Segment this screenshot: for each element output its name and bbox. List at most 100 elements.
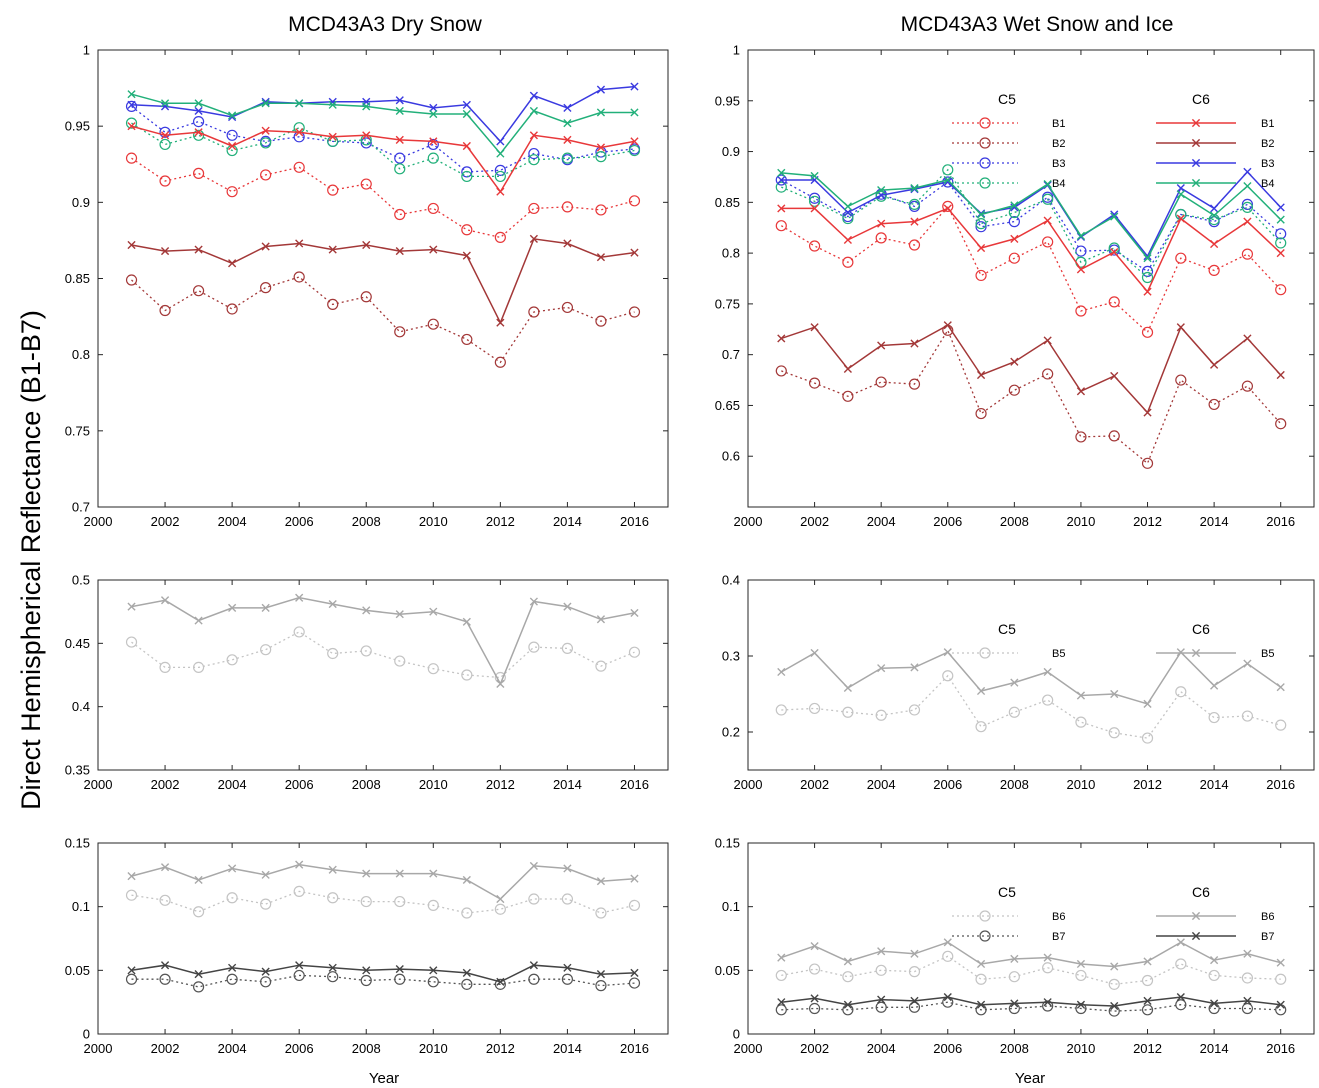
legend-header-c5: C5: [998, 621, 1016, 637]
x-tick-label: 2002: [151, 1041, 180, 1056]
series-c6-b7-point: [976, 1000, 986, 1009]
series-c5-b6-point: [394, 895, 406, 908]
series-c6-b4-point: [496, 149, 505, 158]
x-tick-label: 2006: [933, 777, 962, 792]
series-c6-b1-point: [295, 128, 304, 137]
series-c6-b1-point: [496, 187, 505, 196]
series-c5-b2-point: [125, 274, 138, 286]
series-c6-b3-point: [429, 103, 438, 112]
series-c5-b6-point: [561, 893, 574, 905]
series-c6-b3-point: [194, 106, 203, 116]
legend-header-c6: C6: [1192, 91, 1210, 107]
x-tick-label: 2014: [553, 514, 582, 529]
series-c5-b5-point: [327, 647, 339, 660]
series-c6-b2-point: [943, 321, 952, 330]
x-tick-label: 2016: [620, 777, 649, 792]
series-c6-b7-point: [1243, 996, 1252, 1005]
series-c5-b6-line: [131, 890, 635, 914]
series-c6-b1-point: [563, 135, 572, 144]
series-c6-b4-point: [328, 100, 337, 109]
series-c5-b1-point: [775, 220, 787, 232]
series-c6-b6-point: [1110, 962, 1119, 971]
series-c5-b4-point: [1141, 271, 1154, 284]
series-c6-b6-point: [1043, 953, 1052, 962]
series-c6-b2-point: [261, 242, 270, 251]
series-c6-b4-point: [127, 90, 136, 99]
series-c6-b2-point: [127, 240, 136, 250]
series-c6-b1-point: [1076, 265, 1086, 274]
series-c5-b6-point: [595, 907, 607, 919]
series-c6-b2-point: [1010, 357, 1019, 366]
series-c6-b5-line: [780, 651, 1282, 705]
series-c5-b5-point: [1141, 732, 1154, 744]
series-c5-b5-point: [1241, 710, 1254, 722]
series-c5-b4-point: [595, 151, 607, 163]
x-tick-label: 2008: [352, 1041, 381, 1056]
series-c6-b4-point: [1143, 254, 1152, 263]
series-c5-b3-point: [1008, 216, 1020, 228]
x-tick-label: 2012: [486, 514, 515, 529]
series-c6-b1-line: [781, 207, 1282, 294]
series-c6-b7-point: [429, 966, 438, 975]
x-tick-label: 2010: [419, 1041, 448, 1056]
series-c5-b5-point: [394, 655, 406, 667]
series-c5-b1-point: [1141, 326, 1154, 338]
series-c5-b3-point: [942, 176, 954, 188]
series-c6-b1-point: [362, 131, 371, 140]
series-c5-b7-point: [494, 978, 506, 990]
series-c5-b5-point: [427, 663, 439, 675]
series-c6-b2-point: [295, 239, 304, 248]
series-c5-b3-point: [975, 221, 987, 233]
series-c6-b1-point: [529, 131, 538, 140]
x-axis-label-right: Year: [1015, 1070, 1045, 1087]
series-c5-b7-point: [192, 981, 205, 993]
series-c6-b4-point: [429, 109, 438, 119]
series-c6-b6-point: [160, 863, 170, 872]
series-c5-b2-point: [192, 285, 205, 297]
series-c5-b7-point: [1141, 1004, 1154, 1016]
series-c5-b2-point: [1275, 418, 1287, 430]
x-tick-label: 2010: [1066, 514, 1095, 529]
series-c6-b1-point: [228, 141, 237, 151]
series-c6-b7-point: [261, 967, 270, 976]
x-tick-label: 2006: [285, 514, 314, 529]
series-c6-b1-point: [843, 235, 852, 245]
series-c6-b2-point: [462, 251, 471, 260]
series-c6-b7-point: [1210, 999, 1219, 1008]
series-c5-b4-point: [628, 144, 641, 157]
series-c5-b1-point: [975, 269, 987, 282]
series-c5-b7-point: [875, 1001, 887, 1013]
series-c6-b7-line: [131, 964, 635, 983]
series-c6-b2-point: [328, 245, 337, 254]
y-tick-label: 0.95: [715, 93, 740, 108]
series-c5-b6-point: [775, 969, 787, 982]
series-c5-b6-point: [628, 899, 641, 911]
series-c6-b7-point: [194, 970, 203, 979]
series-c6-b5-point: [261, 603, 270, 612]
series-c5-b4-point: [942, 164, 954, 176]
series-c6-b5-point: [462, 617, 471, 626]
series-c5-b5-point: [595, 660, 607, 672]
x-tick-label: 2004: [867, 514, 896, 529]
series-c5-b1-point: [427, 202, 439, 215]
series-c5-b1-point: [461, 224, 473, 236]
legend-marker-c5-b3: [979, 157, 991, 169]
x-tick-label: 2004: [218, 514, 247, 529]
series-c6-b5-point: [160, 596, 170, 605]
legend-label-c5-b3: B3: [1052, 158, 1065, 170]
series-c5-b3-point: [1275, 228, 1287, 240]
series-c5-b2-point: [327, 298, 339, 310]
series-c5-b2-point: [427, 318, 439, 330]
series-c5-b6-point: [1175, 958, 1187, 970]
plot-frame: [747, 842, 1315, 1035]
series-c6-b5-point: [877, 664, 886, 673]
series-c6-b4-point: [362, 102, 371, 111]
y-tick-label: 0.7: [722, 347, 740, 362]
y-tick-label: 0.9: [722, 144, 740, 159]
legend-header-c5: C5: [998, 91, 1016, 107]
series-c5-b7-point: [561, 973, 574, 985]
series-c5-b6-point: [293, 885, 305, 897]
series-c5-b1-point: [1042, 236, 1054, 248]
series-c6-b3-point: [1176, 184, 1185, 193]
x-tick-label: 2008: [1000, 514, 1029, 529]
